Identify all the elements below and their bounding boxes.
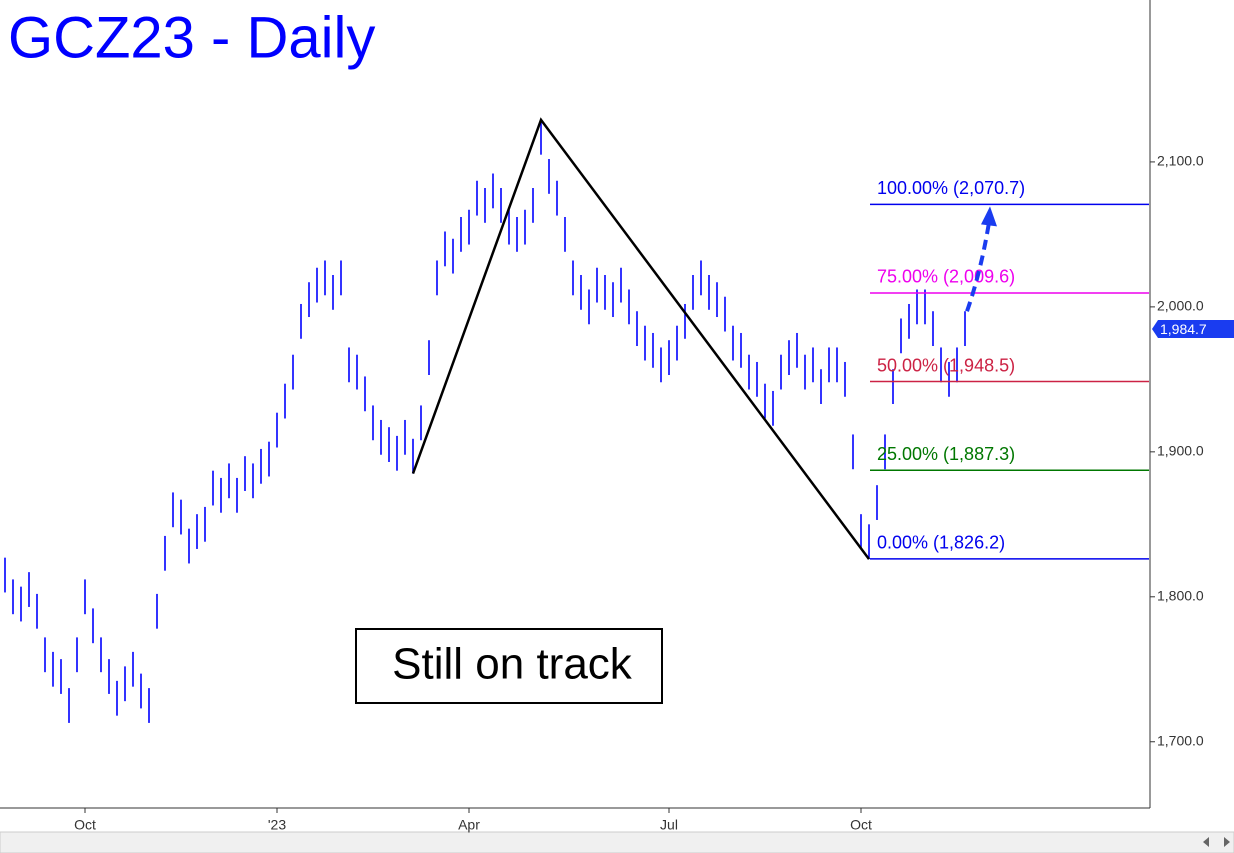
price-tag — [1152, 320, 1234, 339]
x-tick-label: Apr — [458, 817, 480, 833]
annotation: Still on track — [392, 640, 633, 689]
x-tick-label: Oct — [74, 817, 96, 833]
price-tag-label: 1,984.7 — [1160, 321, 1207, 337]
y-tick-label: 2,100.0 — [1157, 153, 1204, 169]
y-tick-label: 1,700.0 — [1157, 732, 1204, 748]
arrow-head — [981, 206, 997, 227]
annotation-box — [355, 628, 663, 704]
fib-label: 50.00% (1,948.5) — [877, 355, 1015, 375]
scroll-arrows[interactable] — [1203, 837, 1230, 847]
fib-label: 100.00% (2,070.7) — [877, 178, 1025, 198]
x-tick-label: Oct — [850, 817, 872, 833]
y-tick-label: 2,000.0 — [1157, 298, 1204, 314]
y-tick-label: 1,900.0 — [1157, 443, 1204, 459]
scrollbar[interactable] — [0, 831, 1234, 853]
fib-label: 0.00% (1,826.2) — [877, 533, 1005, 553]
swing-pattern — [411, 117, 871, 560]
x-tick-label: Jul — [660, 817, 678, 833]
fib-label: 25.00% (1,887.3) — [877, 444, 1015, 464]
y-tick-label: 1,800.0 — [1157, 587, 1204, 603]
x-tick-label: '23 — [268, 817, 286, 833]
projection-arrow — [965, 222, 991, 312]
chart-title: GCZ23 - Daily — [8, 5, 375, 70]
fib-label: 75.00% (2,009.6) — [877, 267, 1015, 287]
